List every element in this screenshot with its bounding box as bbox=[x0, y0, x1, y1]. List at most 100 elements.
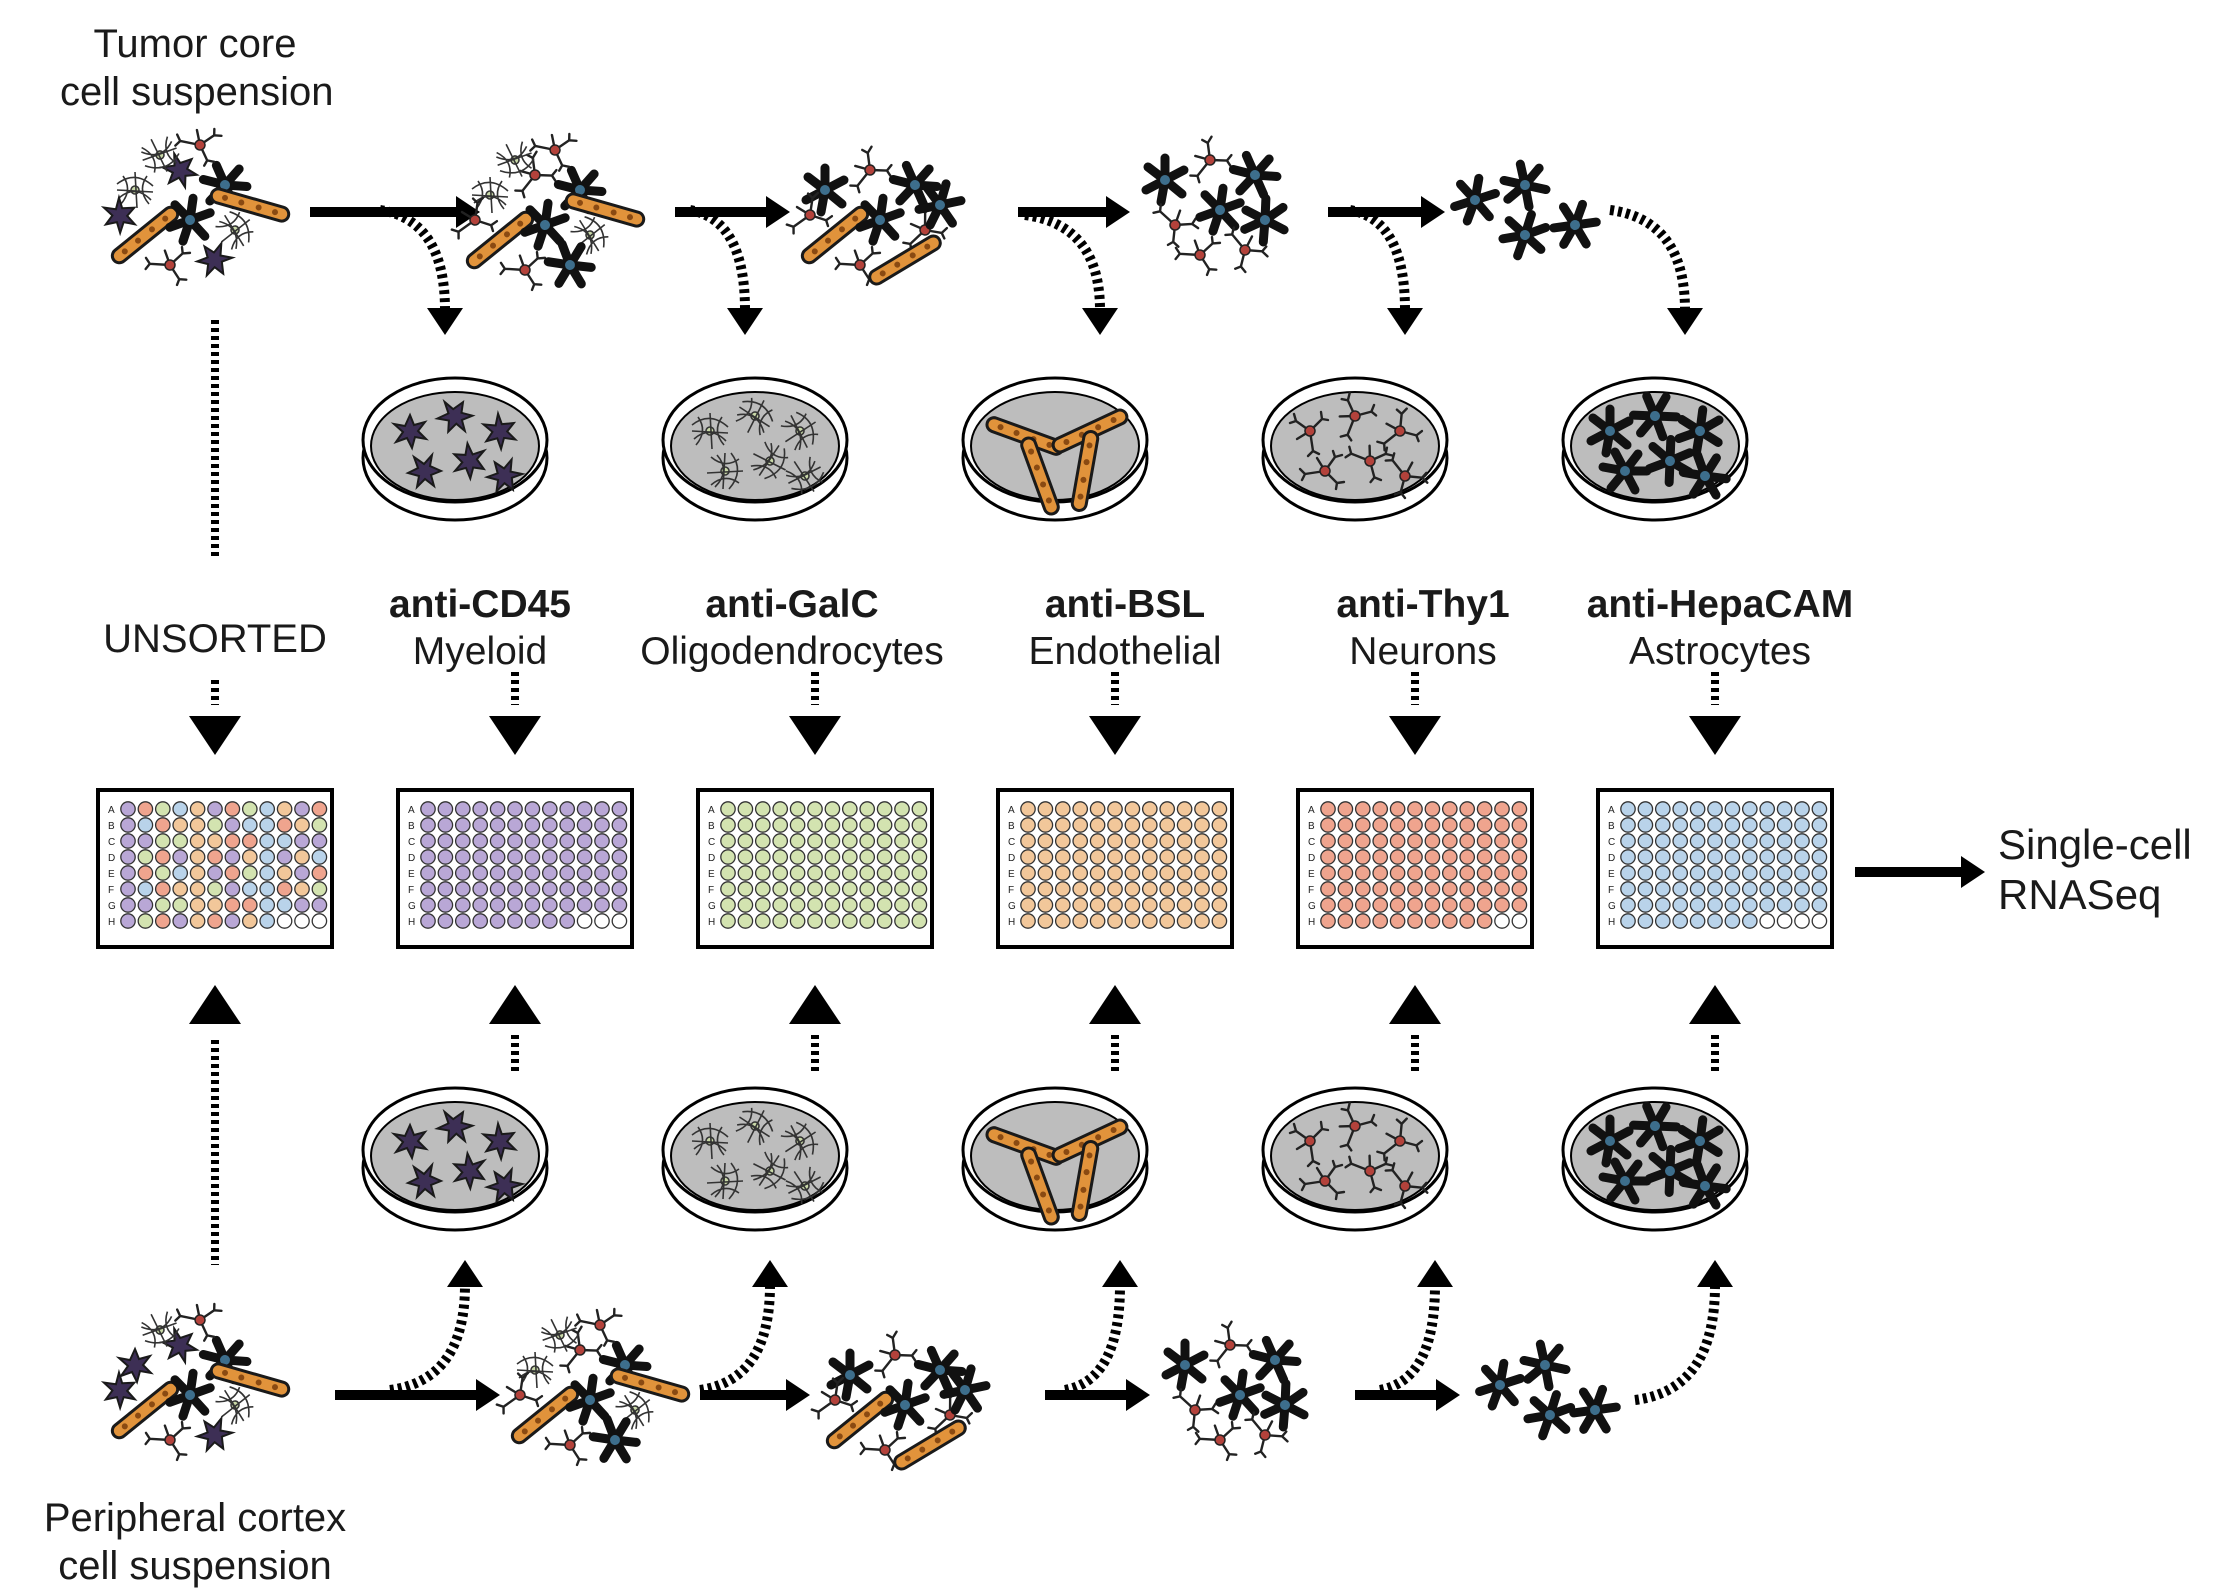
neuron-cell bbox=[1170, 229, 1224, 278]
plate-well bbox=[1424, 881, 1441, 897]
plate-well bbox=[1811, 833, 1828, 849]
plate-row-label: E bbox=[1008, 869, 1015, 880]
plate-well bbox=[859, 897, 876, 913]
plate-well bbox=[1494, 801, 1510, 817]
plate-well bbox=[559, 833, 576, 849]
plate-well bbox=[911, 897, 928, 913]
endothelial-cell bbox=[208, 1360, 292, 1400]
plate-well bbox=[154, 849, 171, 865]
plate-well bbox=[120, 865, 136, 881]
plate-well bbox=[1337, 849, 1354, 865]
plate-well bbox=[1724, 833, 1741, 849]
plate-well bbox=[1759, 801, 1776, 817]
plate-well bbox=[1794, 881, 1810, 897]
plate-well bbox=[1637, 881, 1654, 897]
plate-well bbox=[189, 897, 206, 913]
plate-well bbox=[1354, 801, 1371, 817]
astrocyte-cell bbox=[1232, 155, 1279, 196]
tumor-dish-0 bbox=[361, 376, 549, 522]
plate-row-label: G bbox=[1608, 901, 1616, 912]
plate-well bbox=[824, 801, 841, 817]
plate-well bbox=[420, 849, 436, 865]
plate-well bbox=[1176, 801, 1193, 817]
bottom-plate-head-1 bbox=[789, 985, 841, 1024]
plate-well bbox=[207, 801, 223, 817]
plate-well bbox=[437, 801, 454, 817]
peripheral-dish-1 bbox=[661, 1086, 849, 1232]
plate-well bbox=[1637, 849, 1654, 865]
plate-well bbox=[576, 897, 593, 913]
plate-well bbox=[1707, 881, 1723, 897]
unsorted-top-head bbox=[189, 716, 241, 755]
plate-row-label: H bbox=[708, 917, 715, 928]
plate-row-label: A bbox=[108, 805, 115, 816]
peripheral-cortex-label: Peripheral cortex cell suspension bbox=[20, 1494, 370, 1590]
astrocyte-cell bbox=[1236, 192, 1294, 248]
plate-well bbox=[1141, 817, 1158, 833]
top-curve-4-head bbox=[1667, 308, 1703, 335]
plate-well bbox=[1424, 897, 1441, 913]
plate-well bbox=[876, 913, 893, 929]
plate-well bbox=[224, 833, 241, 849]
plate-well bbox=[1494, 849, 1510, 865]
plate-well bbox=[1424, 833, 1441, 849]
plate-well bbox=[137, 913, 154, 929]
bottom-curve-4-head bbox=[1697, 1260, 1733, 1287]
plate-well bbox=[454, 801, 471, 817]
plate-well bbox=[1141, 865, 1158, 881]
plate-well bbox=[1037, 801, 1054, 817]
plate-well bbox=[1459, 833, 1476, 849]
peripheral-dish-4 bbox=[1561, 1086, 1749, 1232]
plate-well bbox=[454, 849, 471, 865]
neuron-cell bbox=[861, 1326, 923, 1387]
plate-well bbox=[754, 913, 771, 929]
astrocyte-cell bbox=[1218, 1371, 1262, 1420]
plate-well bbox=[1689, 913, 1706, 929]
plate-well bbox=[1124, 881, 1141, 897]
endothelial-cell bbox=[890, 1416, 970, 1474]
plate-well bbox=[1654, 897, 1671, 913]
plate-well bbox=[824, 913, 841, 929]
plate-well bbox=[1407, 913, 1423, 929]
plate-well bbox=[1637, 865, 1654, 881]
plate-well bbox=[807, 817, 823, 833]
plate-well bbox=[1511, 849, 1528, 865]
plate-well bbox=[737, 897, 754, 913]
plate-well bbox=[576, 865, 593, 881]
plate-well bbox=[1159, 913, 1176, 929]
plate-well bbox=[1407, 801, 1423, 817]
top-curve-2-head bbox=[1082, 308, 1118, 335]
plate-well bbox=[172, 913, 189, 929]
peripheral-cortex-label-line2: cell suspension bbox=[58, 1544, 332, 1588]
top-curve-4 bbox=[1609, 205, 1690, 311]
plate-well bbox=[1620, 897, 1636, 913]
plate-well bbox=[420, 897, 436, 913]
plate-well bbox=[894, 897, 910, 913]
plate-well bbox=[524, 801, 541, 817]
plate-well bbox=[754, 801, 771, 817]
plate-well bbox=[1620, 865, 1636, 881]
plate-well bbox=[524, 913, 541, 929]
plate-well bbox=[541, 881, 558, 897]
output-label-line1: Single-cell bbox=[1998, 821, 2192, 868]
plate-well bbox=[1759, 833, 1776, 849]
plate-well bbox=[541, 817, 558, 833]
plate-well bbox=[720, 849, 736, 865]
plate-well bbox=[1337, 817, 1354, 833]
plate-well bbox=[137, 833, 154, 849]
plate-well bbox=[420, 881, 436, 897]
plate-well bbox=[1337, 913, 1354, 929]
plate-well bbox=[276, 801, 293, 817]
plate-well bbox=[1654, 849, 1671, 865]
plate-well bbox=[1759, 881, 1776, 897]
plate-well bbox=[207, 817, 223, 833]
top-plate-head-2 bbox=[1089, 716, 1141, 755]
neuron-cell bbox=[1164, 1376, 1224, 1438]
plate-well bbox=[576, 913, 593, 929]
plate-well bbox=[1354, 833, 1371, 849]
top-plate-head-1 bbox=[789, 716, 841, 755]
plate-well bbox=[311, 801, 328, 817]
plate-well bbox=[859, 849, 876, 865]
peripheral-dish-0 bbox=[361, 1086, 549, 1232]
